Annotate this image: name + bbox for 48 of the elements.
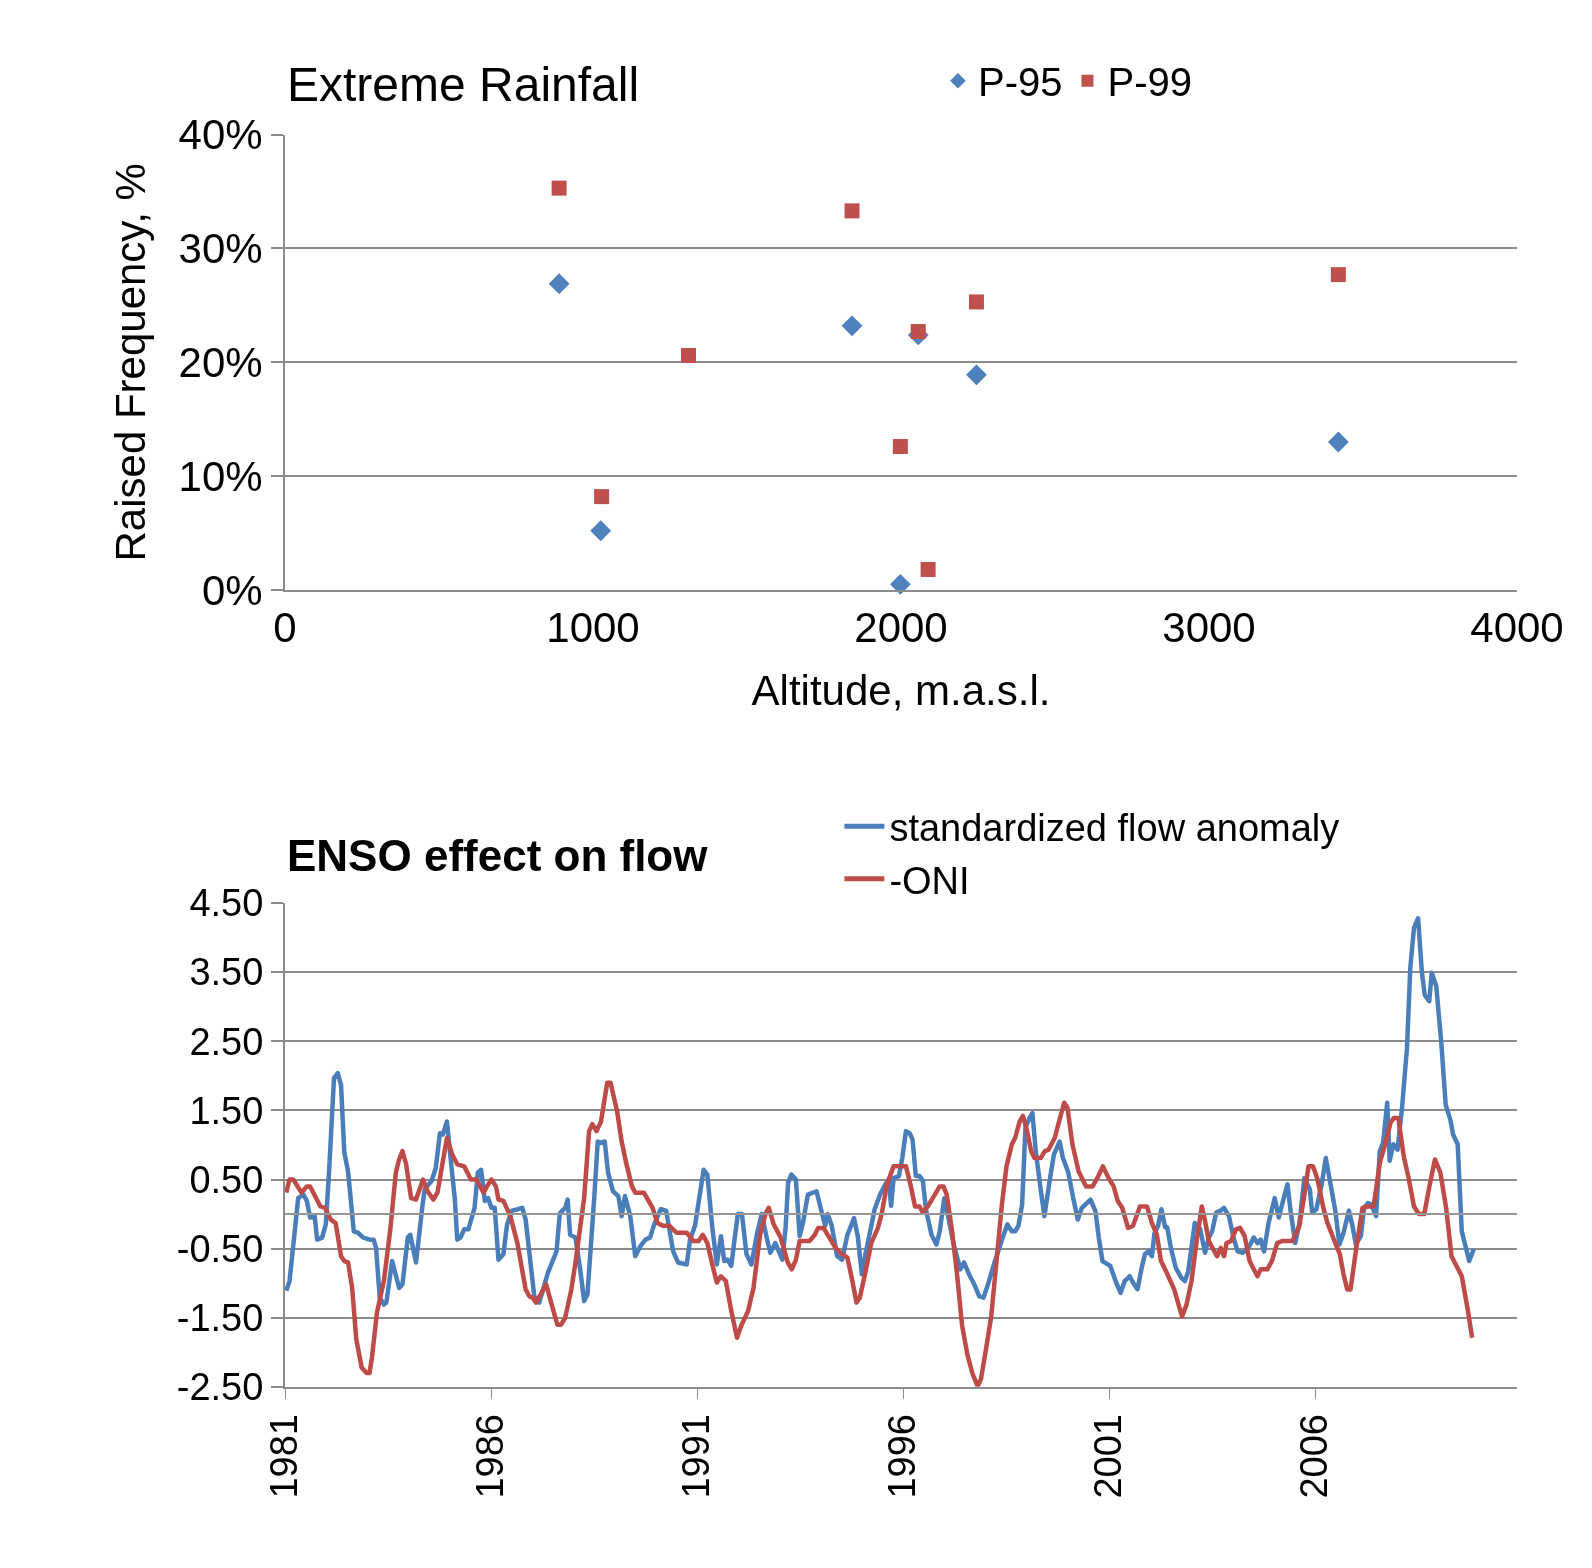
legend-label: P-99 — [1107, 60, 1192, 105]
x-tick-label: 1986 — [469, 1414, 512, 1499]
point — [1327, 431, 1349, 453]
point — [892, 439, 908, 455]
x-tick-label: 1996 — [881, 1414, 924, 1499]
x-tick-label: 0 — [273, 604, 297, 652]
x-tick-label: 2000 — [854, 604, 948, 652]
point — [920, 561, 936, 577]
x-axis-title: Altitude, m.a.s.l. — [751, 666, 1051, 714]
x-tick-label: 3000 — [1162, 604, 1256, 652]
y-tick-label: 10% — [178, 452, 263, 500]
point — [551, 180, 567, 196]
x-tick-label: 2006 — [1293, 1414, 1336, 1499]
y-axis-title: Raised Frequency, % — [106, 163, 154, 562]
chart-title: ENSO effect on flow — [287, 831, 709, 880]
x-tick-label: 1981 — [263, 1414, 306, 1499]
y-tick-label: 1.50 — [189, 1089, 264, 1132]
point — [966, 364, 987, 386]
legend-label: P-95 — [977, 60, 1063, 105]
x-tick-label: 4000 — [1470, 604, 1564, 652]
point — [889, 573, 911, 595]
y-tick-label: 0.50 — [189, 1158, 264, 1201]
point — [680, 347, 696, 363]
line-series — [285, 1080, 1475, 1387]
point — [548, 273, 570, 295]
y-tick-label: 30% — [178, 225, 263, 273]
legend-label: standardized flow anomaly — [889, 807, 1340, 850]
y-tick-label: -0.50 — [176, 1227, 264, 1270]
point — [841, 315, 863, 337]
y-tick-label: 4.50 — [189, 882, 264, 925]
x-tick-label: 1000 — [546, 604, 640, 652]
legend-label: -ONI — [889, 859, 970, 902]
x-tick-label: 1991 — [675, 1414, 718, 1499]
y-tick-label: -2.50 — [176, 1366, 264, 1409]
y-tick-label: 3.50 — [189, 951, 264, 994]
point — [968, 294, 984, 310]
y-tick-label: 0% — [201, 566, 263, 614]
point — [590, 520, 612, 542]
point — [594, 489, 610, 505]
y-tick-label: 20% — [178, 338, 263, 386]
chart-title: Extreme Rainfall — [287, 58, 640, 111]
point — [910, 324, 926, 340]
y-tick-label: -1.50 — [176, 1297, 264, 1340]
point — [844, 203, 860, 219]
x-tick-label: 2001 — [1087, 1414, 1130, 1499]
y-tick-label: 2.50 — [189, 1020, 264, 1063]
y-tick-label: 40% — [178, 111, 263, 159]
point — [1330, 267, 1346, 283]
